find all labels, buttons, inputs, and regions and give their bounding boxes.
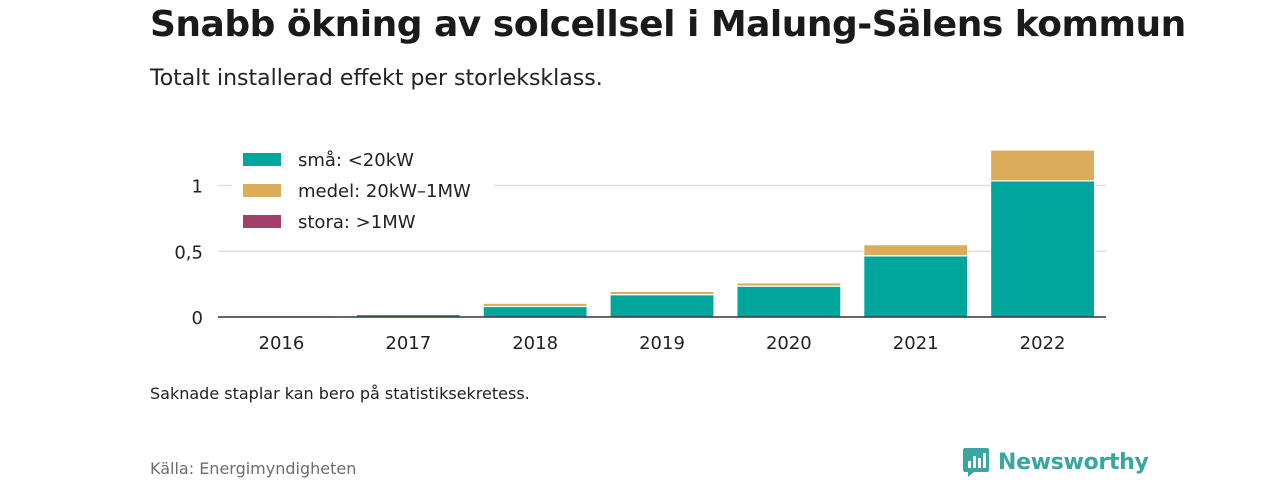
- x-tick-label: 2019: [639, 333, 685, 354]
- brand-logo: Newsworthy: [962, 447, 1149, 477]
- newsworthy-logo-icon: [963, 448, 989, 477]
- bar-segment: [482, 305, 588, 318]
- chart-subtitle: Totalt installerad effekt per storlekskl…: [150, 66, 603, 91]
- bar-segment: [355, 313, 461, 315]
- x-tick-label: 2017: [385, 333, 431, 354]
- legend-label: stora: >1MW: [298, 212, 416, 233]
- bar-segment: [736, 282, 842, 287]
- x-tick-label: 2018: [512, 333, 558, 354]
- chart-note: Saknade staplar kan bero på statistiksek…: [150, 384, 530, 403]
- y-tick-label: 0,5: [174, 242, 203, 263]
- brand-name: Newsworthy: [998, 449, 1149, 475]
- chart-title: Snabb ökning av solcellsel i Malung-Säle…: [150, 4, 1186, 45]
- bar-chart: 0 0,5 1 2016 2017 2018 2019 2020 2021 2022 små: <…: [174, 149, 1106, 354]
- y-tick-label: 0: [192, 308, 203, 329]
- y-tick-label: 1: [192, 177, 203, 198]
- legend-label: medel: 20kW–1MW: [298, 181, 471, 202]
- bar-segment: [736, 285, 842, 318]
- x-tick-label: 2021: [893, 333, 939, 354]
- x-tick-label: 2020: [766, 333, 812, 354]
- bar-segment: [482, 302, 588, 308]
- legend-swatch: [243, 153, 281, 166]
- bar-segment: [989, 180, 1096, 318]
- legend-swatch: [243, 184, 281, 197]
- bar-segment: [609, 290, 715, 296]
- legend-swatch: [243, 215, 281, 228]
- x-tick-label: 2022: [1020, 333, 1066, 354]
- source-text: Källa: Energimyndigheten: [150, 459, 357, 478]
- bar-segment: [863, 244, 969, 257]
- bar-segment: [989, 149, 1096, 182]
- x-tick-label: 2016: [259, 333, 305, 354]
- bar-segment: [609, 294, 715, 318]
- bar-segment: [863, 255, 969, 318]
- legend-label: små: <20kW: [298, 150, 414, 171]
